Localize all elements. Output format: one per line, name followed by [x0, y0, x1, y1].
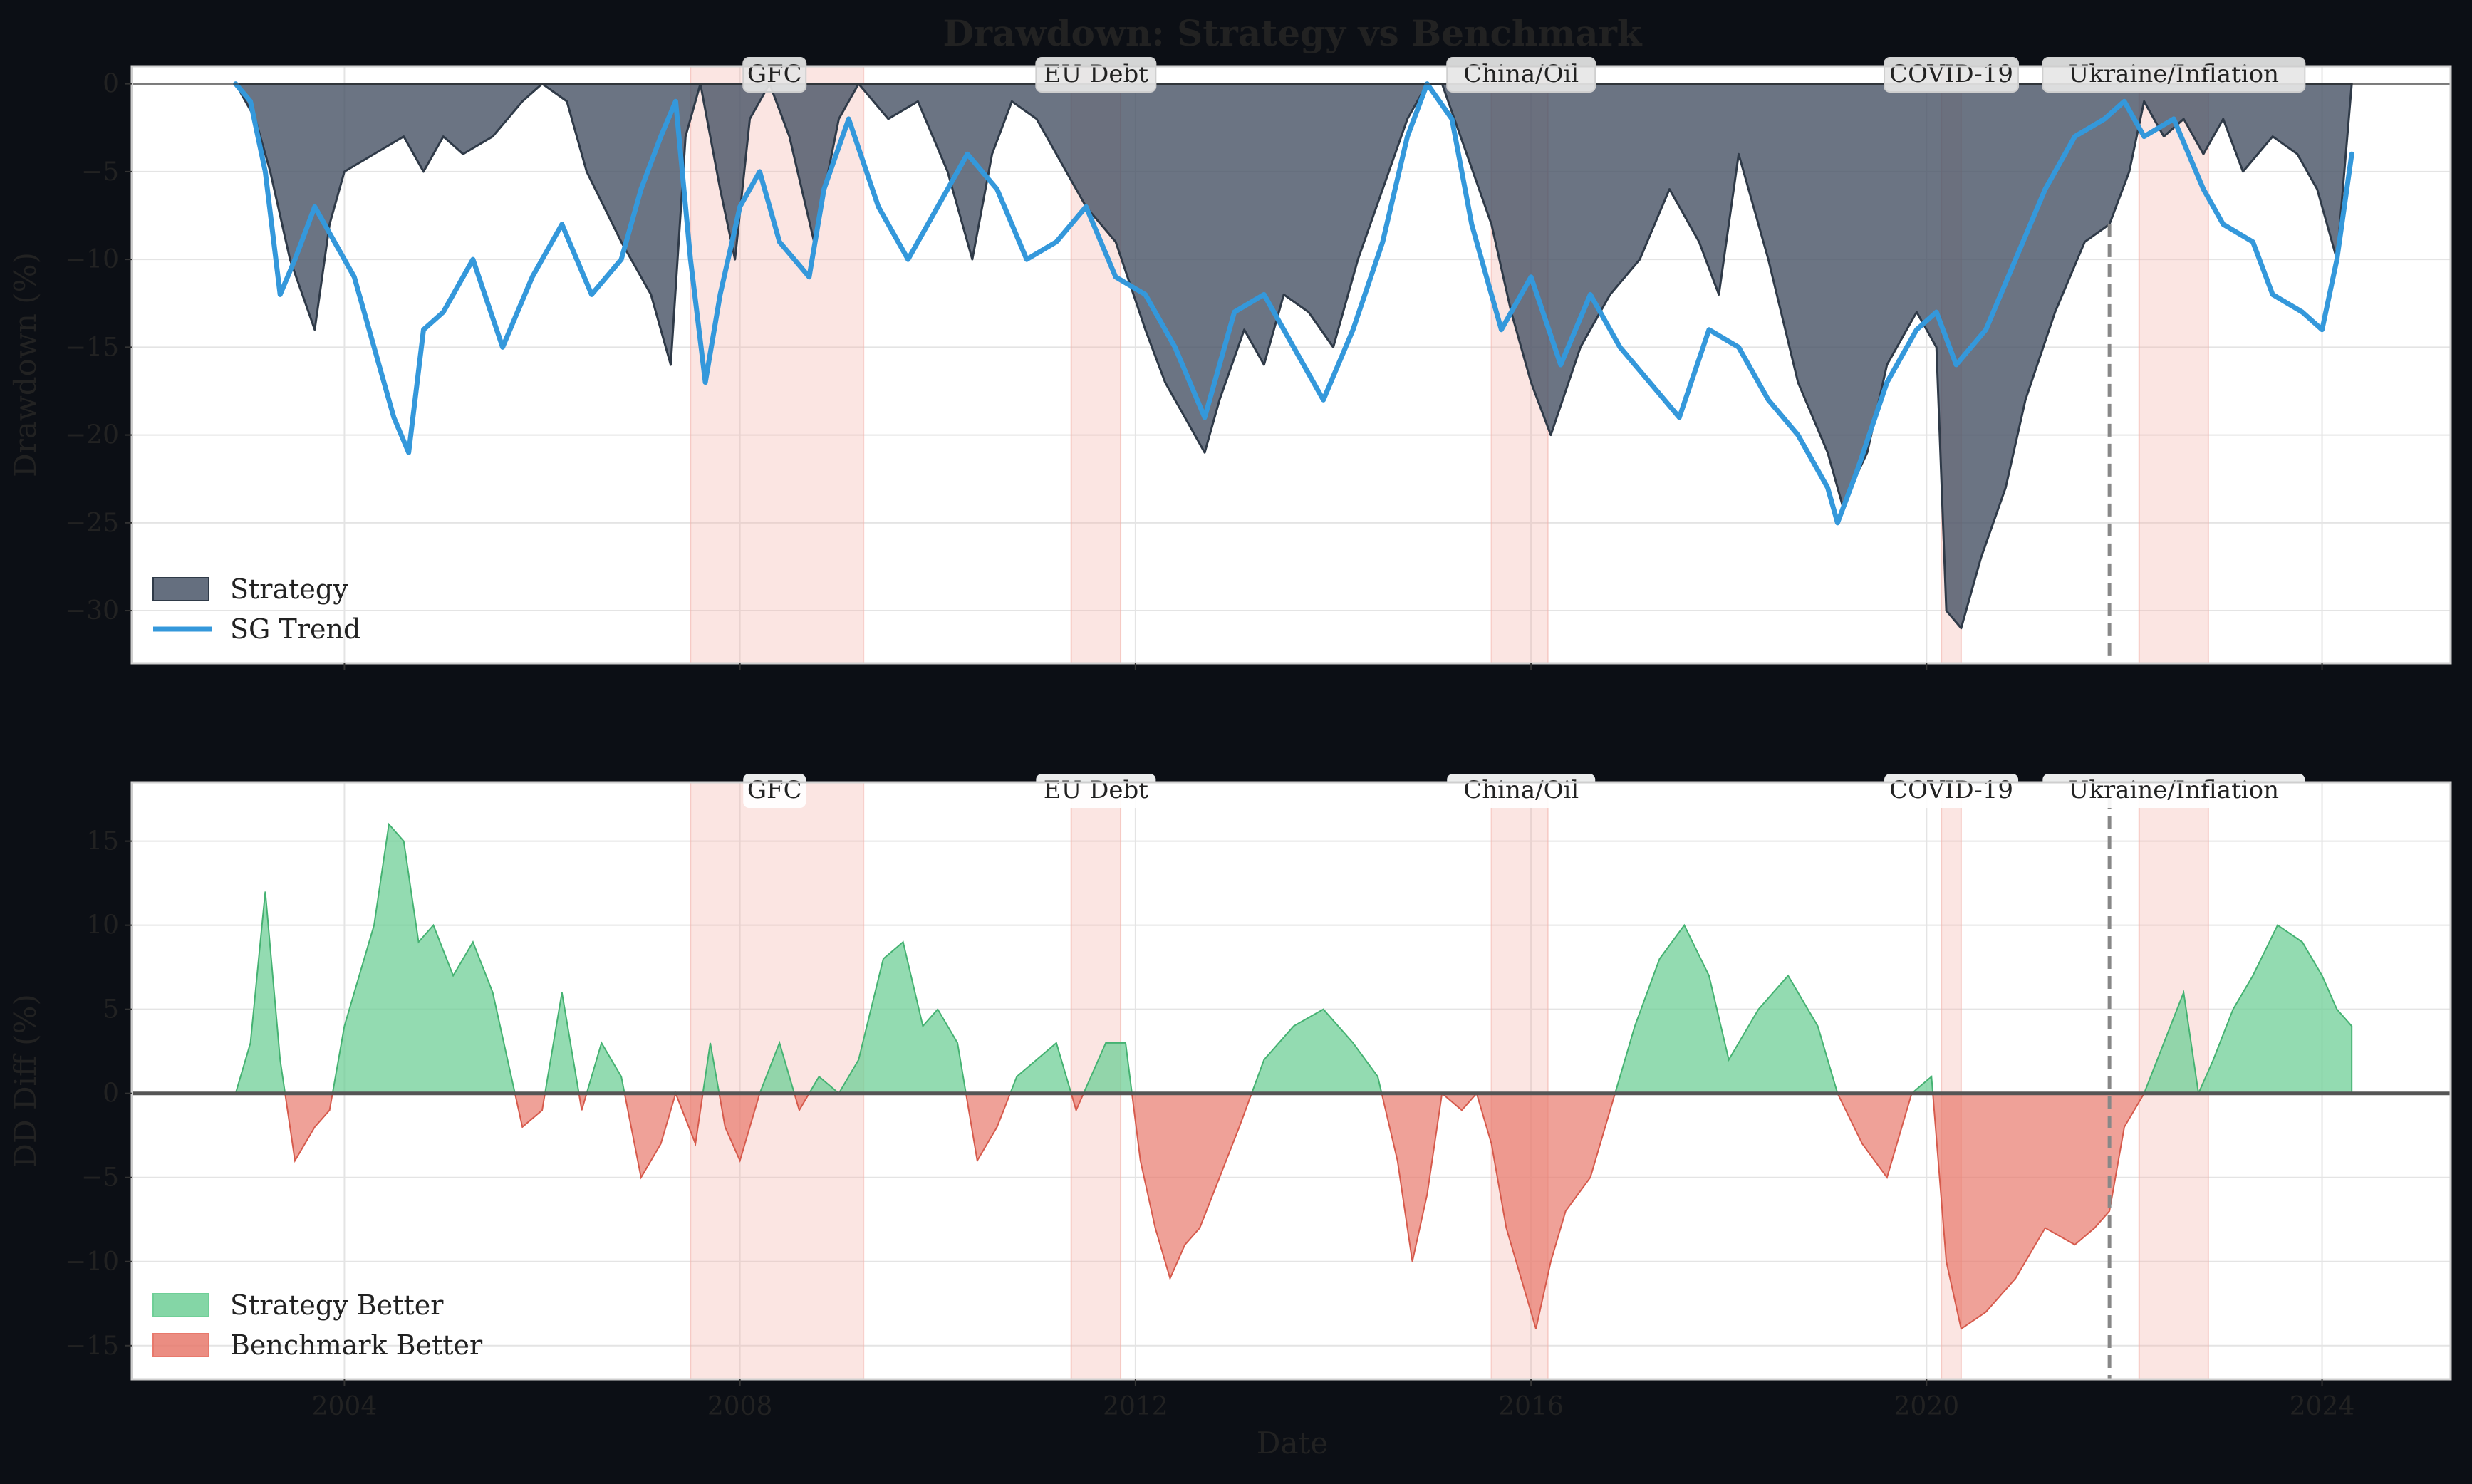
x-tick-label: 2012: [1103, 1392, 1168, 1421]
crisis-label: COVID-19: [1889, 60, 2013, 88]
crisis-label: China/Oil: [1463, 776, 1579, 804]
x-tick-label: 2004: [312, 1392, 378, 1421]
figure-title: Drawdown: Strategy vs Benchmark: [942, 12, 1642, 54]
crisis-label: Ukraine/Inflation: [2069, 60, 2279, 88]
legend-label: Benchmark Better: [230, 1329, 483, 1361]
y-tick-label: 0: [103, 70, 119, 99]
y-tick-label: 0: [103, 1079, 119, 1109]
crisis-label: GFC: [747, 776, 802, 804]
crisis-label: COVID-19: [1889, 776, 2013, 804]
y-tick-label: −25: [65, 509, 119, 538]
legend-swatch: [153, 1294, 209, 1317]
legend-swatch: [153, 1334, 209, 1356]
crisis-label: Ukraine/Inflation: [2069, 776, 2279, 804]
y-tick-label: −20: [65, 421, 119, 450]
y-tick-label: −5: [81, 157, 119, 187]
crisis-label: EU Debt: [1044, 60, 1148, 88]
crisis-band: [2139, 66, 2208, 663]
y-tick-label: −30: [65, 596, 119, 626]
x-axis-label: Date: [1257, 1426, 1328, 1460]
y-tick-label: −5: [81, 1163, 119, 1193]
legend-swatch: [153, 578, 209, 601]
y-axis-label: DD Diff (%): [8, 994, 43, 1168]
x-tick-label: 2016: [1498, 1392, 1564, 1421]
y-tick-label: −10: [65, 245, 119, 274]
crisis-label: EU Debt: [1044, 776, 1148, 804]
legend-label: SG Trend: [230, 613, 360, 645]
y-tick-label: 5: [103, 995, 119, 1024]
legend-label: Strategy Better: [230, 1290, 444, 1321]
y-tick-label: −10: [65, 1247, 119, 1277]
y-axis-label: Drawdown (%): [8, 252, 43, 477]
x-tick-label: 2024: [2290, 1392, 2355, 1421]
y-tick-label: 10: [86, 911, 119, 940]
x-tick-label: 2020: [1894, 1392, 1960, 1421]
y-tick-label: −15: [65, 333, 119, 362]
panel-2: GFC EU Debt China/Oil COVID-19 Ukraine/Infla…: [8, 774, 2451, 1421]
x-tick-label: 2008: [707, 1392, 773, 1421]
y-tick-label: 15: [86, 827, 119, 856]
legend-label: Strategy: [230, 574, 348, 605]
crisis-label: China/Oil: [1463, 60, 1579, 88]
y-tick-label: −15: [65, 1332, 119, 1361]
panel-1: GFC EU Debt China/Oil COVID-19 Ukraine/Infla…: [8, 58, 2451, 670]
crisis-label: GFC: [747, 60, 802, 88]
